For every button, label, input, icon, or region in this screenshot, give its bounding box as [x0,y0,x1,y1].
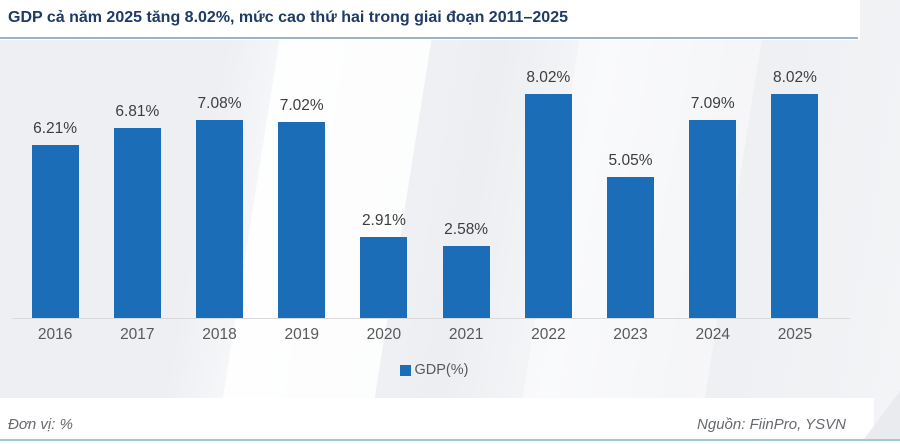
x-axis-line [12,318,850,319]
year-label: 2025 [777,326,813,343]
year-label: 2020 [366,326,402,343]
legend-swatch-icon [399,364,411,376]
bar-slot: 8.02% [754,69,836,318]
unit-note: Đơn vị: % [8,416,73,433]
chart-legend: GDP(%) [14,362,836,378]
bar [442,246,490,318]
bar-slot: 2.91% [343,212,425,318]
year-label: 2019 [284,326,319,343]
bar [360,237,408,318]
year-label: 2022 [531,326,566,343]
bar [771,94,819,318]
bar [278,122,326,318]
chart-header: GDP cả năm 2025 tăng 8.02%, mức cao thứ … [0,0,860,40]
title-underline [0,37,858,39]
bar-value-label: 6.21% [33,120,78,137]
bottom-white-strip [0,441,900,444]
chart-area: 6.21% 6.81% 7.08% 7.02% 2.91% 2.58% 8.02% 5.05%… [0,40,900,398]
bar-value-label: 2.58% [444,221,489,238]
chart-footer: Đơn vị: % Nguồn: FiinPro, YSVN [0,398,874,439]
bar-value-label: 7.02% [279,97,324,114]
year-label: 2018 [202,326,237,343]
legend-label: GDP(%) [414,362,469,378]
bar-slot: 6.81% [96,103,178,318]
bar-slot: 8.02% [507,69,589,318]
source-note: Nguồn: FiinPro, YSVN [697,416,846,433]
bar [113,128,161,318]
bar-value-label: 8.02% [772,69,817,86]
bar-value-label: 5.05% [608,152,653,169]
bar-slot: 5.05% [589,152,671,318]
bottom-border-line [0,439,900,441]
bar [31,145,79,318]
bar-slot: 2.58% [425,221,507,318]
year-label: 2021 [448,326,484,343]
bar-value-label: 8.02% [526,69,571,86]
bar [196,120,243,318]
bars-row: 6.21% 6.81% 7.08% 7.02% 2.91% 2.58% 8.02% 5.05%… [14,69,836,318]
bar [524,94,572,318]
bar-slot: 6.21% [14,120,96,318]
bar-slot: 7.02% [261,97,343,318]
year-label: 2016 [37,326,73,343]
chart-title: GDP cả năm 2025 tăng 8.02%, mức cao thứ … [8,9,568,26]
bar [607,177,655,318]
bar-value-label: 6.81% [115,103,160,120]
bar-slot: 7.08% [178,95,260,318]
bar-slot: 7.09% [672,95,754,318]
bar-value-label: 7.09% [690,95,735,112]
bar-value-label: 2.91% [361,212,406,229]
bar [689,120,737,318]
year-label: 2017 [120,326,155,343]
year-label: 2024 [695,326,730,343]
year-label: 2023 [613,326,648,343]
years-row: 2016 2017 2018 2019 2020 2021 2022 2023 2024 2025 [14,326,836,344]
bar-value-label: 7.08% [197,95,242,112]
